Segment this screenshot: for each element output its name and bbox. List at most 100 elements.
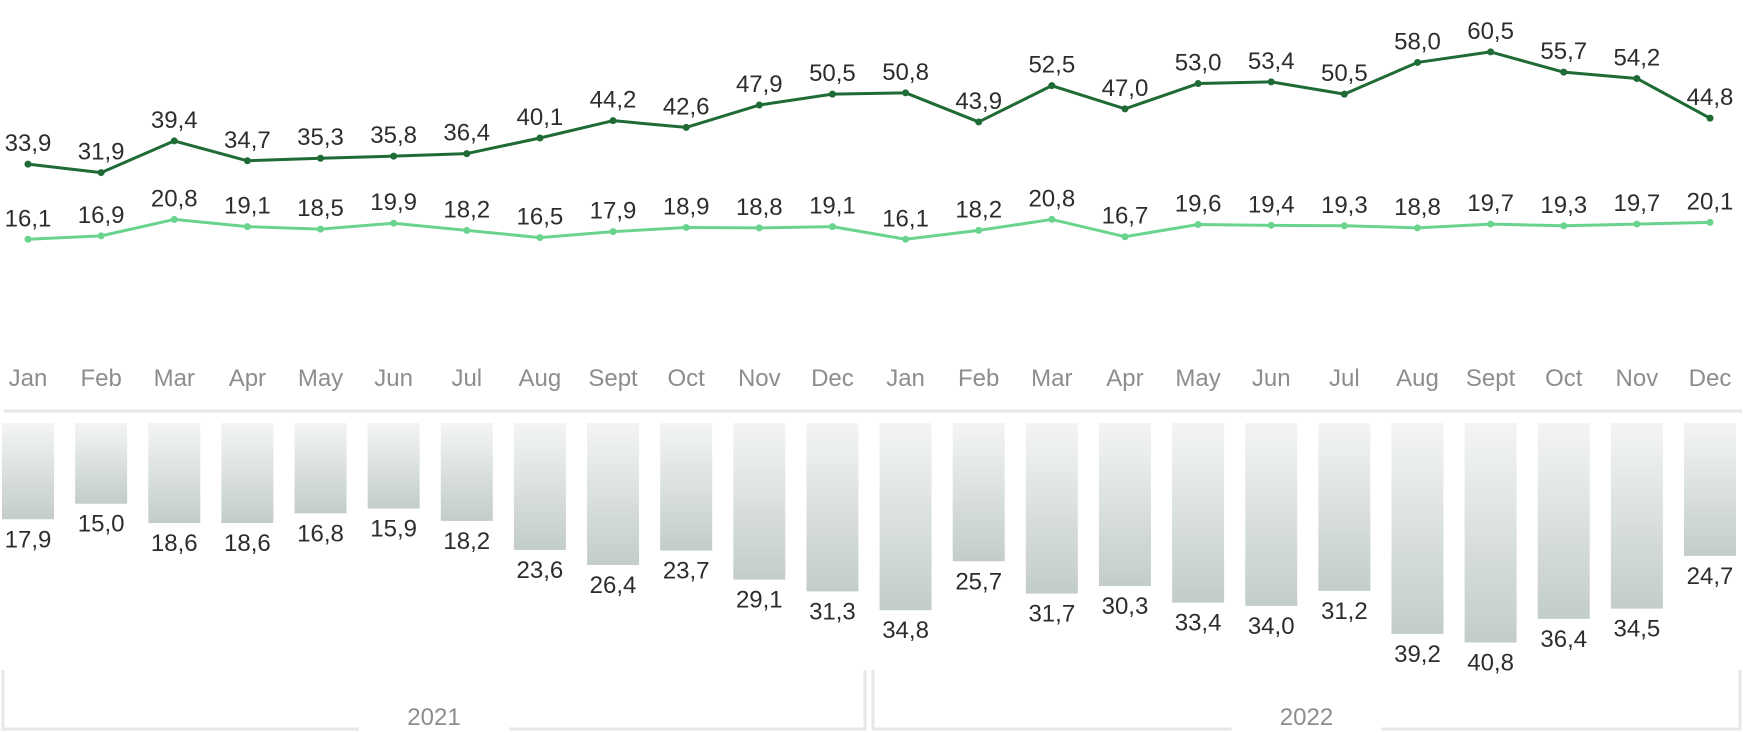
line-point [97,232,105,240]
line-value-label: 36,4 [443,120,490,147]
bar-value-label: 40,8 [1467,650,1514,677]
bar [1245,423,1298,606]
bar-value-label: 33,4 [1175,610,1222,637]
bar [1537,423,1590,619]
line-value-label: 19,6 [1175,190,1222,217]
year-bracket-left [1,670,359,731]
bar [1172,423,1225,603]
line-value-label: 20,8 [1028,185,1075,212]
line-value-label: 34,7 [224,127,271,154]
line-point [1340,90,1348,98]
bar-value-label: 18,6 [151,530,198,557]
line-point [463,150,471,158]
line-value-label: 47,0 [1102,75,1149,102]
line-value-label: 58,0 [1394,28,1441,55]
line-value-label: 44,8 [1687,84,1734,111]
month-label: Nov [1616,365,1659,392]
line-point [1560,222,1568,230]
bar [587,423,640,566]
line-point [1633,220,1641,228]
line-point [24,235,32,243]
line-value-label: 17,9 [590,198,637,225]
year-bracket-left [871,670,1232,731]
line-value-label: 39,4 [151,107,198,134]
month-label: Feb [958,365,999,392]
line-point [755,224,763,232]
bar [1391,423,1444,634]
bar [733,423,786,580]
line-point [1706,218,1714,226]
bar [1684,423,1736,556]
line-value-label: 55,7 [1540,38,1587,65]
month-label: May [1175,365,1220,392]
bar-value-label: 34,8 [882,617,929,644]
month-label: Feb [80,365,121,392]
line-value-label: 19,1 [224,193,271,220]
series-line [27,50,1711,175]
month-label: Dec [811,365,854,392]
line-value-label: 54,2 [1614,44,1661,71]
bar [879,423,932,611]
bar-value-label: 34,0 [1248,613,1295,640]
line-value-label: 20,8 [151,185,198,212]
line-value-label: 19,3 [1540,192,1587,219]
month-label: Aug [1396,365,1439,392]
bar-value-label: 30,3 [1102,593,1149,620]
bar-value-label: 31,7 [1028,601,1075,628]
line-value-label: 19,9 [370,189,417,216]
line-value-label: 33,9 [5,130,52,157]
bar [660,423,713,551]
bar-value-label: 31,2 [1321,598,1368,625]
line-point [243,223,251,231]
year-bracket-right [509,670,867,731]
line-value-label: 18,5 [297,195,344,222]
bar-value-label: 24,7 [1687,563,1734,590]
line-value-label: 18,8 [1394,194,1441,221]
line-point [1633,74,1641,82]
line-value-label: 52,5 [1028,52,1075,79]
month-label: Mar [1031,365,1072,392]
line-point [975,118,983,126]
bar-value-label: 29,1 [736,587,783,614]
bar-value-label: 15,0 [78,511,125,538]
line-series: 33,9 31,9 39,4 34,7 35,3 35,8 36,4 40,1 44,2 42,6… [5,18,1734,243]
bar [221,423,274,524]
line-point [1121,105,1129,113]
line-value-label: 43,9 [955,88,1002,115]
line-point [1194,220,1202,228]
line-value-label: 18,2 [955,196,1002,223]
line-point [1487,48,1495,56]
bar-value-label: 23,6 [517,557,564,584]
bar [806,423,859,592]
line-point [828,90,836,98]
bar-value-label: 16,8 [297,520,344,547]
bar-value-label: 39,2 [1394,641,1441,668]
line-point [1560,68,1568,76]
bar-value-label: 17,9 [5,526,52,553]
line-point [97,169,105,177]
month-label: Apr [229,365,266,392]
year-label: 2021 [407,704,460,731]
line-value-label: 18,2 [443,196,490,223]
line-value-label: 50,8 [882,59,929,86]
line-point [902,235,910,243]
bar [1318,423,1371,591]
line-point [243,157,251,165]
line-value-label: 50,5 [809,60,856,87]
line-value-label: 42,6 [663,93,710,120]
month-label: Apr [1106,365,1143,392]
line-point [1487,220,1495,228]
line-point [828,223,836,231]
bar [1464,423,1517,643]
line-point [390,219,398,227]
month-label: Oct [668,365,706,392]
line-value-label: 19,1 [809,193,856,220]
month-label: Jun [374,365,413,392]
line-value-label: 19,3 [1321,192,1368,219]
line-point [682,223,690,231]
bar-value-label: 18,2 [443,528,490,555]
bar [294,423,347,514]
bar-value-label: 18,6 [224,530,271,557]
line-value-label: 40,1 [517,104,564,131]
bar [2,423,54,520]
